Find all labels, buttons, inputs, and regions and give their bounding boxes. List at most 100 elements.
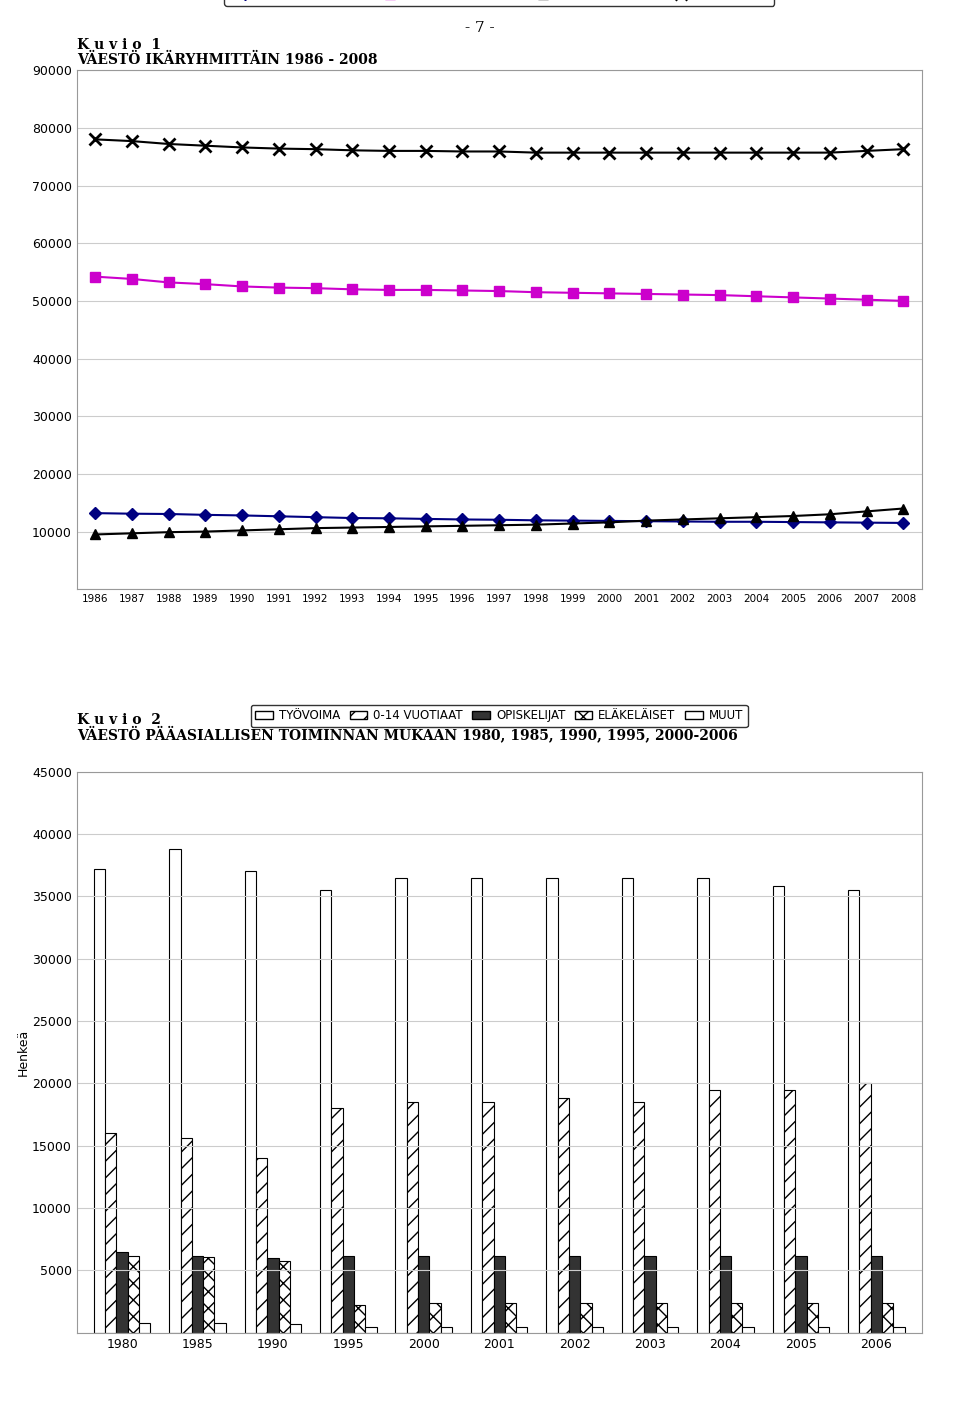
- Line: 15-64 VUOTIAAT: 15-64 VUOTIAAT: [90, 272, 908, 306]
- YHTEENSÄ: [751, 145, 762, 161]
- YHTEENSÄ: [530, 145, 541, 161]
- Legend: 0-14 VUOTIAAT, 15-64 VUOTIAAT, 65- VUOTIAAT, YHTEENSÄ: 0-14 VUOTIAAT, 15-64 VUOTIAAT, 65- VUOTI…: [225, 0, 774, 6]
- YHTEENSÄ: [861, 143, 873, 160]
- Bar: [245, 871, 256, 1333]
- Bar: [546, 878, 558, 1333]
- Bar: [180, 1138, 192, 1333]
- 65- VUOTIAAT: [383, 519, 395, 536]
- 15-64 VUOTIAAT: [310, 279, 322, 296]
- YHTEENSÄ: [677, 145, 688, 161]
- Bar: [407, 1103, 419, 1333]
- YHTEENSÄ: [714, 145, 726, 161]
- 0-14 VUOTIAAT: [677, 513, 688, 530]
- 65- VUOTIAAT: [604, 513, 615, 530]
- YHTEENSÄ: [640, 145, 652, 161]
- Bar: [116, 1251, 128, 1333]
- Bar: [482, 1103, 493, 1333]
- Bar: [732, 1303, 742, 1333]
- 0-14 VUOTIAAT: [567, 512, 579, 529]
- Bar: [569, 1256, 580, 1333]
- Bar: [667, 1327, 679, 1333]
- Bar: [720, 1256, 732, 1333]
- 15-64 VUOTIAAT: [640, 286, 652, 303]
- YHTEENSÄ: [163, 136, 175, 153]
- 15-64 VUOTIAAT: [567, 285, 579, 302]
- 15-64 VUOTIAAT: [457, 282, 468, 299]
- Bar: [795, 1256, 806, 1333]
- 65- VUOTIAAT: [163, 523, 175, 540]
- 0-14 VUOTIAAT: [273, 508, 284, 525]
- 65- VUOTIAAT: [457, 518, 468, 535]
- 15-64 VUOTIAAT: [236, 278, 248, 295]
- Text: - 7 -: - 7 -: [466, 21, 494, 35]
- 65- VUOTIAAT: [714, 509, 726, 526]
- 15-64 VUOTIAAT: [751, 288, 762, 304]
- 15-64 VUOTIAAT: [200, 276, 211, 293]
- Bar: [94, 868, 105, 1333]
- Bar: [320, 890, 331, 1333]
- Bar: [591, 1327, 603, 1333]
- 0-14 VUOTIAAT: [493, 511, 505, 528]
- Y-axis label: Henkeä: Henkeä: [16, 1028, 30, 1076]
- Bar: [290, 1324, 301, 1333]
- Bar: [366, 1327, 376, 1333]
- 65- VUOTIAAT: [567, 515, 579, 532]
- YHTEENSÄ: [787, 145, 799, 161]
- 15-64 VUOTIAAT: [273, 279, 284, 296]
- Bar: [343, 1256, 354, 1333]
- 65- VUOTIAAT: [861, 504, 873, 521]
- Bar: [331, 1108, 343, 1333]
- Text: K u v i o  1: K u v i o 1: [77, 38, 161, 52]
- 0-14 VUOTIAAT: [861, 515, 873, 532]
- Bar: [214, 1323, 226, 1333]
- Bar: [871, 1256, 882, 1333]
- Bar: [419, 1256, 429, 1333]
- Bar: [882, 1303, 894, 1333]
- 15-64 VUOTIAAT: [714, 286, 726, 303]
- YHTEENSÄ: [493, 143, 505, 160]
- YHTEENSÄ: [347, 142, 358, 159]
- 0-14 VUOTIAAT: [383, 509, 395, 526]
- Bar: [204, 1257, 214, 1333]
- Bar: [894, 1327, 904, 1333]
- Bar: [396, 878, 407, 1333]
- 0-14 VUOTIAAT: [604, 512, 615, 529]
- 15-64 VUOTIAAT: [604, 285, 615, 302]
- 0-14 VUOTIAAT: [200, 506, 211, 523]
- 0-14 VUOTIAAT: [89, 505, 101, 522]
- 15-64 VUOTIAAT: [89, 268, 101, 285]
- YHTEENSÄ: [310, 140, 322, 157]
- Bar: [622, 878, 633, 1333]
- Bar: [354, 1305, 366, 1333]
- 0-14 VUOTIAAT: [787, 513, 799, 530]
- Bar: [633, 1103, 644, 1333]
- YHTEENSÄ: [236, 139, 248, 156]
- 15-64 VUOTIAAT: [824, 290, 835, 307]
- 65- VUOTIAAT: [530, 516, 541, 533]
- 0-14 VUOTIAAT: [640, 512, 652, 529]
- Bar: [806, 1303, 818, 1333]
- Bar: [429, 1303, 441, 1333]
- Text: VÄESTÖ IKÄRYHMITTÄIN 1986 - 2008: VÄESTÖ IKÄRYHMITTÄIN 1986 - 2008: [77, 53, 377, 67]
- Line: YHTEENSÄ: YHTEENSÄ: [89, 133, 909, 159]
- 0-14 VUOTIAAT: [751, 513, 762, 530]
- 65- VUOTIAAT: [824, 506, 835, 523]
- 0-14 VUOTIAAT: [420, 511, 431, 528]
- Bar: [139, 1323, 151, 1333]
- 15-64 VUOTIAAT: [898, 292, 909, 309]
- 0-14 VUOTIAAT: [530, 512, 541, 529]
- Legend: TYÖVOIMA, 0-14 VUOTIAAT, OPISKELIJAT, ELÄKELÄISET, MUUT: TYÖVOIMA, 0-14 VUOTIAAT, OPISKELIJAT, EL…: [251, 704, 748, 727]
- 65- VUOTIAAT: [273, 521, 284, 537]
- 65- VUOTIAAT: [751, 509, 762, 526]
- 15-64 VUOTIAAT: [383, 282, 395, 299]
- 15-64 VUOTIAAT: [126, 271, 137, 288]
- Bar: [773, 887, 784, 1333]
- 0-14 VUOTIAAT: [347, 509, 358, 526]
- YHTEENSÄ: [126, 133, 137, 150]
- 65- VUOTIAAT: [640, 512, 652, 529]
- 65- VUOTIAAT: [200, 523, 211, 540]
- YHTEENSÄ: [898, 140, 909, 157]
- Bar: [267, 1258, 278, 1333]
- 65- VUOTIAAT: [493, 516, 505, 533]
- Bar: [192, 1256, 204, 1333]
